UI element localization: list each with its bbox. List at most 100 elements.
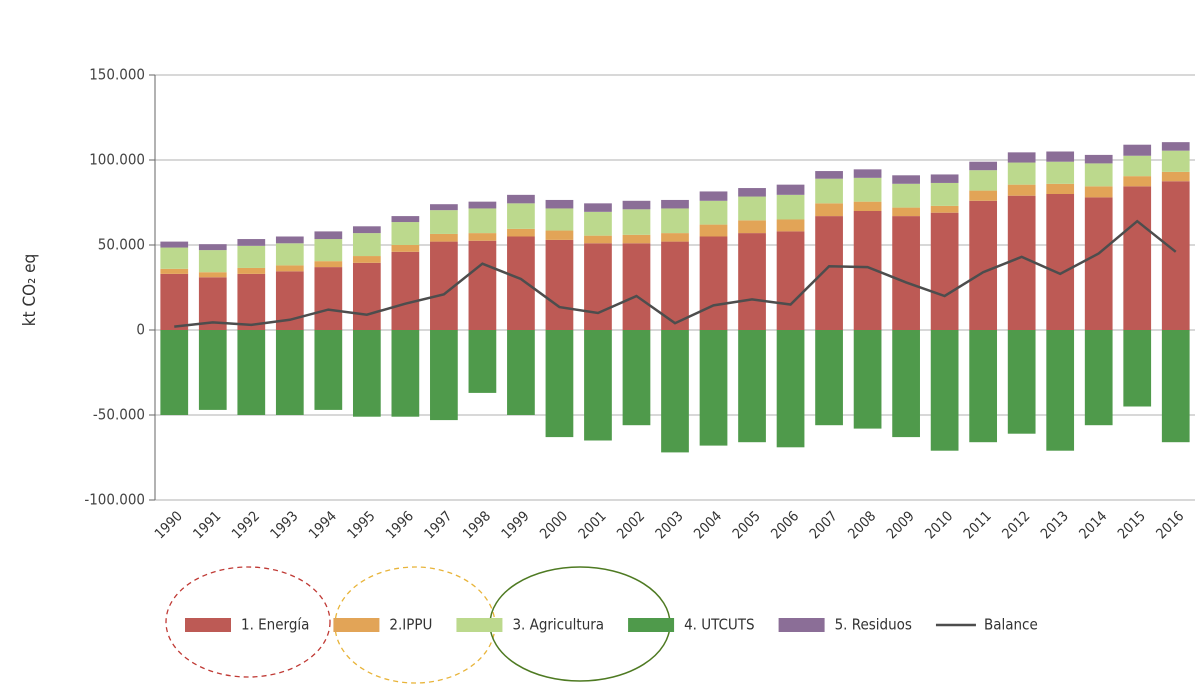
legend-label: 5. Residuos (835, 616, 912, 634)
bar-segment (699, 200, 728, 225)
bar-segment (314, 261, 343, 268)
bar-segment (430, 233, 458, 242)
x-tick-label: 2006 (768, 508, 802, 542)
bar-segment (969, 200, 998, 330)
x-tick-label: 1993 (267, 508, 301, 542)
bar-segment (853, 169, 882, 178)
bar-segment (1046, 183, 1075, 194)
bar-segment (699, 224, 728, 237)
bar-segment (776, 194, 805, 220)
bar-segment (1046, 151, 1075, 162)
bar-segment (160, 247, 189, 269)
x-tick-label: 1995 (345, 508, 379, 542)
bar-segment (1123, 330, 1152, 407)
bar-segment (1161, 142, 1190, 151)
bar-segment (545, 239, 574, 330)
x-tick-label: 1991 (190, 508, 224, 542)
bar-segment (1084, 154, 1113, 164)
bar-segment (1007, 162, 1036, 185)
bar-segment (545, 230, 574, 240)
bar-segment (1161, 171, 1190, 182)
x-tick-label: 1996 (383, 508, 417, 542)
bar-segment (661, 208, 689, 234)
x-tick-label: 2011 (961, 508, 995, 542)
y-axis-label: kt CO₂ eq (20, 254, 40, 327)
bar-segment (237, 330, 266, 415)
bar-segment (314, 239, 343, 262)
y-tick-label: -100.000 (84, 491, 145, 509)
bar-segment (584, 235, 612, 244)
legend-label: 3. Agricultura (512, 616, 604, 634)
bar-segment (1046, 161, 1075, 184)
bar-segment (1007, 195, 1036, 330)
bar-segment (275, 330, 304, 415)
x-tick-label: 2004 (691, 508, 725, 542)
bar-segment (1161, 150, 1190, 172)
bar-segment (545, 208, 574, 231)
bar-segment (853, 201, 882, 211)
bar-segment (545, 330, 574, 438)
x-tick-label: 2010 (922, 508, 956, 542)
bar-segment (391, 245, 420, 252)
x-tick-label: 1994 (306, 508, 340, 542)
bar-segment (622, 200, 651, 210)
legend-swatch (185, 618, 231, 632)
bar-segment (237, 239, 266, 246)
bar-segment (1161, 181, 1190, 330)
x-tick-label: 1992 (229, 508, 263, 542)
bar-segment (352, 233, 381, 257)
bar-segment (160, 268, 189, 274)
x-tick-label: 2001 (576, 508, 610, 542)
bar-segment (584, 203, 612, 212)
y-tick-label: 50.000 (98, 236, 145, 254)
bar-segment (1123, 186, 1152, 330)
bar-segment (1084, 330, 1113, 426)
bar-segment (815, 216, 843, 330)
x-tick-label: 2015 (1115, 508, 1149, 542)
bar-segment (930, 174, 959, 183)
bar-segment (352, 262, 381, 330)
bar-segment (1123, 176, 1152, 187)
bar-segment (622, 234, 651, 244)
bar-segment (391, 216, 420, 223)
bar-segment (391, 222, 420, 245)
legend-label: 2.IPPU (389, 616, 432, 634)
bar-segment (853, 177, 882, 202)
bar-segment (468, 240, 497, 330)
x-tick-label: 2012 (999, 508, 1033, 542)
bar-segment (699, 236, 728, 330)
bar-segment (738, 188, 766, 197)
bar-segment (622, 209, 651, 235)
bar-segment (1007, 330, 1036, 434)
x-tick-label: 2003 (653, 508, 687, 542)
bar-segment (237, 273, 266, 330)
x-tick-label: 2005 (730, 508, 764, 542)
bar-segment (237, 267, 266, 274)
legend-swatch (628, 618, 675, 632)
bar-segment (1046, 330, 1075, 451)
bar-segment (430, 204, 458, 211)
bar-segment (738, 233, 766, 330)
bar-segment (198, 272, 227, 278)
bar-segment (776, 184, 805, 195)
x-tick-label: 2013 (1038, 508, 1072, 542)
bar-segment (776, 231, 805, 330)
bar-segment (507, 228, 535, 237)
bar-segment (738, 196, 766, 221)
bar-segment (969, 190, 998, 201)
bar-segment (661, 233, 689, 242)
bar-segment (430, 210, 458, 234)
bar-segment (661, 199, 689, 209)
bar-segment (930, 212, 959, 330)
bar-segment (314, 267, 343, 330)
bar-segment (391, 330, 420, 417)
bar-segment (1084, 186, 1113, 198)
bar-segment (1007, 184, 1036, 196)
bar-segment (584, 330, 612, 441)
bar-segment (545, 199, 574, 209)
x-tick-label: 2009 (884, 508, 918, 542)
bar-segment (160, 273, 189, 330)
bar-segment (815, 171, 843, 179)
bar-segment (1046, 194, 1075, 330)
